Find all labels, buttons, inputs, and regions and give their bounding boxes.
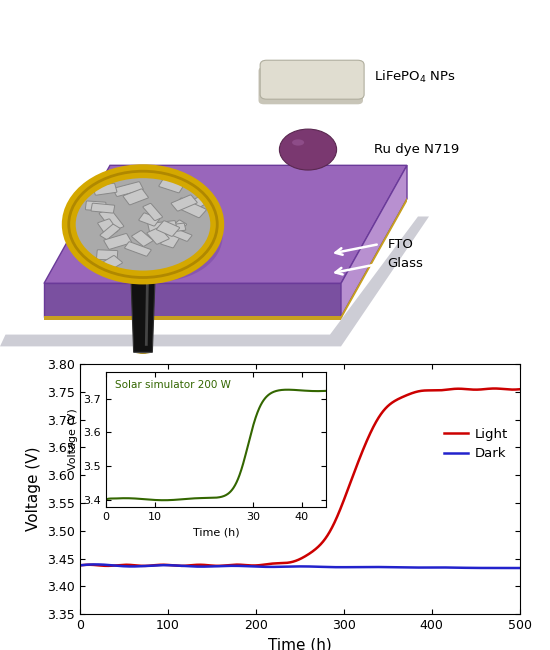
FancyBboxPatch shape bbox=[260, 60, 364, 99]
FancyBboxPatch shape bbox=[148, 220, 177, 233]
Light bbox=[491, 385, 498, 393]
Light bbox=[460, 385, 467, 393]
Polygon shape bbox=[131, 278, 155, 352]
FancyBboxPatch shape bbox=[93, 183, 117, 195]
FancyBboxPatch shape bbox=[159, 179, 184, 193]
FancyBboxPatch shape bbox=[161, 225, 185, 248]
FancyBboxPatch shape bbox=[163, 220, 186, 239]
Circle shape bbox=[96, 191, 223, 281]
Dark bbox=[265, 563, 271, 571]
Polygon shape bbox=[44, 283, 341, 317]
FancyBboxPatch shape bbox=[113, 182, 143, 196]
FancyBboxPatch shape bbox=[165, 223, 186, 232]
FancyBboxPatch shape bbox=[171, 195, 197, 211]
FancyBboxPatch shape bbox=[174, 198, 206, 218]
Polygon shape bbox=[44, 165, 407, 283]
Line: Dark: Dark bbox=[80, 564, 520, 568]
Circle shape bbox=[279, 129, 337, 170]
Circle shape bbox=[69, 171, 217, 278]
Dark bbox=[76, 562, 83, 569]
FancyBboxPatch shape bbox=[152, 225, 172, 239]
FancyBboxPatch shape bbox=[147, 227, 169, 244]
Light bbox=[265, 560, 271, 568]
FancyBboxPatch shape bbox=[258, 67, 363, 104]
FancyBboxPatch shape bbox=[131, 231, 153, 246]
Light bbox=[104, 562, 111, 570]
FancyBboxPatch shape bbox=[143, 203, 162, 220]
FancyBboxPatch shape bbox=[100, 224, 120, 240]
Dark bbox=[508, 564, 515, 572]
FancyBboxPatch shape bbox=[125, 242, 151, 256]
Polygon shape bbox=[0, 216, 429, 346]
FancyBboxPatch shape bbox=[164, 226, 192, 241]
FancyBboxPatch shape bbox=[104, 233, 131, 250]
Light bbox=[76, 562, 83, 569]
Text: Ru dye N719: Ru dye N719 bbox=[374, 143, 459, 156]
Y-axis label: Voltage (V): Voltage (V) bbox=[26, 447, 41, 532]
Dark bbox=[460, 564, 467, 572]
Legend: Light, Dark: Light, Dark bbox=[439, 422, 513, 465]
FancyBboxPatch shape bbox=[99, 209, 124, 231]
FancyBboxPatch shape bbox=[123, 189, 148, 205]
FancyBboxPatch shape bbox=[98, 219, 118, 235]
Ellipse shape bbox=[131, 354, 155, 363]
Text: Glass: Glass bbox=[388, 257, 424, 270]
Ellipse shape bbox=[292, 139, 304, 146]
FancyBboxPatch shape bbox=[85, 201, 106, 211]
Dark bbox=[516, 564, 523, 572]
FancyBboxPatch shape bbox=[187, 195, 209, 210]
FancyBboxPatch shape bbox=[139, 213, 159, 226]
Dark bbox=[153, 562, 159, 569]
FancyBboxPatch shape bbox=[157, 221, 180, 237]
Light bbox=[126, 561, 133, 569]
FancyBboxPatch shape bbox=[91, 203, 114, 213]
Dark bbox=[245, 562, 252, 570]
Polygon shape bbox=[44, 316, 341, 320]
Light bbox=[153, 561, 159, 569]
FancyBboxPatch shape bbox=[94, 255, 123, 274]
Polygon shape bbox=[341, 165, 407, 317]
Light bbox=[245, 562, 252, 569]
Line: Light: Light bbox=[80, 389, 520, 566]
Dark bbox=[126, 562, 133, 570]
Light bbox=[516, 385, 523, 393]
FancyBboxPatch shape bbox=[96, 250, 118, 260]
Dark bbox=[92, 560, 99, 568]
X-axis label: Time (h): Time (h) bbox=[268, 638, 332, 650]
Polygon shape bbox=[341, 198, 407, 320]
Text: FTO: FTO bbox=[388, 237, 414, 250]
Light bbox=[508, 385, 515, 393]
Text: LiFePO$_4$ NPs: LiFePO$_4$ NPs bbox=[374, 69, 456, 84]
